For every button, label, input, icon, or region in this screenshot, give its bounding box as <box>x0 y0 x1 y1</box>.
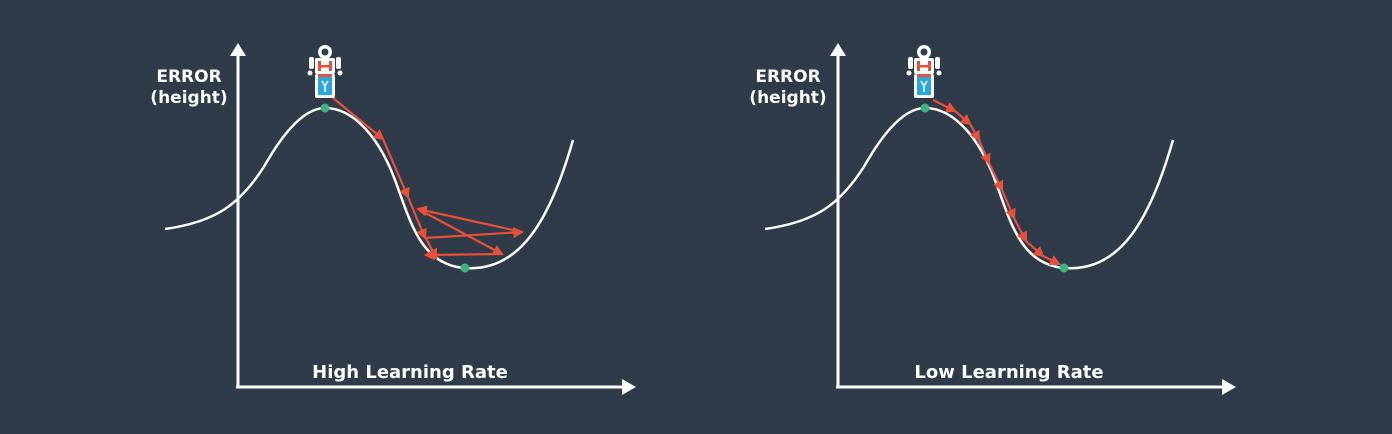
step-arrow <box>969 123 981 142</box>
step-arrow <box>332 97 385 141</box>
start-point <box>920 103 930 113</box>
step-arrow <box>425 237 437 260</box>
step-arrow <box>1000 189 1016 221</box>
step-arrow <box>424 227 525 240</box>
step-arrow <box>988 162 1004 192</box>
panel-low-learning-rate: ERROR (height) Low Learning Rate <box>749 43 1236 395</box>
y-axis-label-line1: ERROR <box>755 67 820 87</box>
gradient-steps <box>932 99 1061 265</box>
step-arrow <box>406 196 427 241</box>
y-axis-arrowhead <box>830 43 846 56</box>
y-axis-label-line1: ERROR <box>156 67 221 87</box>
step-arrow <box>423 249 503 261</box>
minimum-point <box>460 263 470 273</box>
step-arrow <box>954 110 972 126</box>
gradient-steps <box>332 97 525 261</box>
y-axis-arrowhead <box>230 43 246 56</box>
robot-icon <box>306 44 344 99</box>
x-axis-label: Low Learning Rate <box>914 362 1103 383</box>
x-axis-arrowhead <box>1222 379 1236 395</box>
step-arrow <box>1013 217 1028 243</box>
start-point <box>320 103 330 113</box>
minimum-point <box>1059 263 1069 273</box>
step-arrow <box>415 205 523 234</box>
x-axis-label: High Learning Rate <box>312 362 508 383</box>
y-axis-label-line2: (height) <box>150 88 227 108</box>
error-curve <box>764 106 1175 270</box>
step-arrow <box>932 99 957 112</box>
step-arrow <box>977 139 991 166</box>
panel-high-learning-rate: ERROR (height) High Learning Rate <box>150 43 636 395</box>
error-curve <box>164 106 575 270</box>
x-axis-arrowhead <box>622 379 636 395</box>
step-arrow <box>381 138 410 200</box>
robot-icon <box>905 44 943 99</box>
step-arrow <box>1025 240 1045 258</box>
y-axis-label-line2: (height) <box>749 88 826 108</box>
step-arrow <box>1042 255 1061 265</box>
step-arrow <box>417 208 504 256</box>
